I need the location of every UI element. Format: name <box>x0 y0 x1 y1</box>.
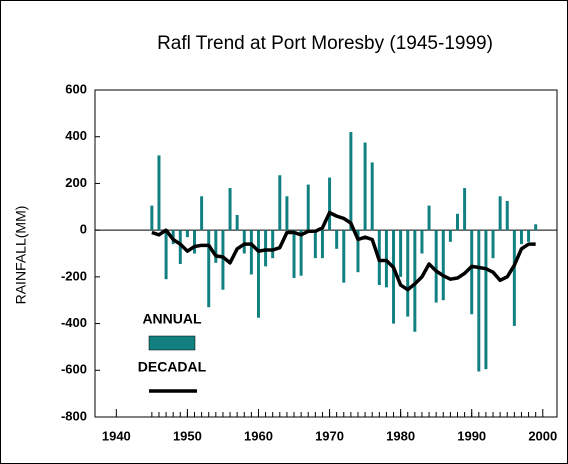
x-tick-label: 2000 <box>528 428 557 443</box>
bar <box>406 230 410 317</box>
bar <box>242 230 246 254</box>
x-tick-label: 1980 <box>386 428 415 443</box>
bar <box>306 184 310 231</box>
bar <box>178 230 182 265</box>
bar <box>328 177 332 231</box>
plot-area <box>94 89 558 418</box>
bar <box>313 230 317 259</box>
bar <box>335 230 339 249</box>
legend-label: DECADAL <box>138 359 207 375</box>
x-tick-label: 1990 <box>457 428 486 443</box>
y-tick-label: 200 <box>65 175 87 190</box>
chart-title: Rafl Trend at Port Moresby (1945-1999) <box>157 33 493 54</box>
bar <box>484 230 488 370</box>
bar <box>470 230 474 315</box>
bar <box>235 214 239 231</box>
y-tick-label: -800 <box>61 408 87 423</box>
bar <box>157 155 161 231</box>
bar <box>164 230 168 280</box>
bar <box>271 230 275 259</box>
bar <box>427 205 431 231</box>
bar <box>512 230 516 326</box>
bar <box>434 230 438 303</box>
bar <box>349 132 353 231</box>
bar <box>292 230 296 279</box>
bar <box>278 175 282 231</box>
bar <box>491 230 495 259</box>
bar <box>527 230 531 242</box>
x-tick-label: 1970 <box>315 428 344 443</box>
bar <box>477 230 481 372</box>
x-tick-label: 1960 <box>244 428 273 443</box>
y-tick-label: 600 <box>65 81 87 96</box>
bar <box>413 230 417 332</box>
line <box>151 210 536 292</box>
bar <box>463 188 467 231</box>
x-tick-label: 1950 <box>173 428 202 443</box>
y-tick-label: -400 <box>61 315 87 330</box>
bar <box>498 196 502 231</box>
bar <box>399 230 403 277</box>
bar <box>370 162 374 231</box>
bar <box>420 230 424 254</box>
bar <box>249 230 253 275</box>
bar <box>264 230 268 267</box>
bar <box>441 230 445 301</box>
bar <box>384 230 388 288</box>
bar <box>448 230 452 242</box>
bar <box>228 188 232 231</box>
bar <box>455 213 459 231</box>
bar <box>356 230 360 273</box>
bar <box>207 230 211 308</box>
bar <box>214 230 218 263</box>
bar <box>392 230 396 324</box>
bar <box>193 230 197 254</box>
bar <box>221 230 225 290</box>
bar <box>185 230 189 238</box>
legend-label: ANNUAL <box>142 311 202 327</box>
bar <box>256 230 260 318</box>
y-tick-label: -200 <box>61 268 87 283</box>
legend-swatch <box>148 335 196 351</box>
y-tick-label: 0 <box>80 222 87 237</box>
bar <box>342 230 346 283</box>
y-axis-label: RAINFALL(MM) <box>13 206 29 305</box>
y-tick-label: 400 <box>65 128 87 143</box>
bar <box>519 230 523 245</box>
y-tick-label: -600 <box>61 362 87 377</box>
bar <box>150 205 154 231</box>
bar <box>285 196 289 231</box>
bar <box>505 200 509 231</box>
bar <box>320 230 324 259</box>
bar <box>299 230 303 276</box>
x-tick-label: 1940 <box>102 428 131 443</box>
bar <box>200 196 204 231</box>
bar <box>363 142 367 231</box>
bar <box>534 224 538 231</box>
